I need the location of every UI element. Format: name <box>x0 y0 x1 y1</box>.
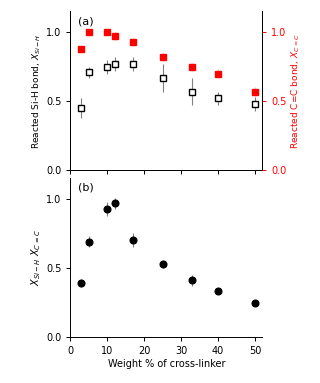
Y-axis label: Reacted C=C bond, $X_{C=C}$: Reacted C=C bond, $X_{C=C}$ <box>290 33 302 149</box>
Y-axis label: Reacted Si-H bond, $X_{Si-H}$: Reacted Si-H bond, $X_{Si-H}$ <box>31 33 43 149</box>
Text: (a): (a) <box>78 16 94 26</box>
Y-axis label: $X_{Si-H}$ $X_{C=C}$: $X_{Si-H}$ $X_{C=C}$ <box>29 229 43 286</box>
Text: (b): (b) <box>78 183 94 193</box>
X-axis label: Weight % of cross-linker: Weight % of cross-linker <box>108 359 225 369</box>
